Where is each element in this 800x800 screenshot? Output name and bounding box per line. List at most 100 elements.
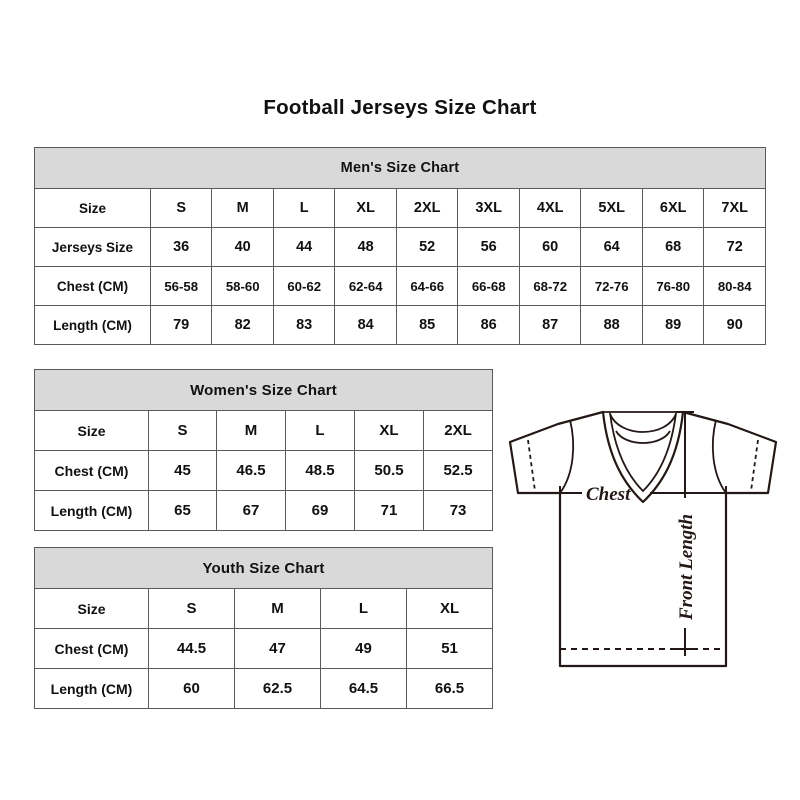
row-label-jerseys-size: Jerseys Size [34, 227, 151, 267]
table-cell: 52 [395, 227, 459, 267]
table-cell: 76-80 [641, 266, 705, 306]
row-label-length: Length (CM) [34, 668, 149, 709]
table-row: Chest (CM) 45 46.5 48.5 50.5 52.5 [34, 450, 494, 491]
table-cell: 87 [518, 305, 582, 345]
table-cell: 71 [354, 490, 424, 531]
table-cell: 82 [211, 305, 274, 345]
row-label-length: Length (CM) [34, 305, 151, 345]
row-label-chest: Chest (CM) [34, 266, 151, 306]
womens-chart-caption: Women's Size Chart [33, 369, 494, 411]
table-row: Length (CM) 79 82 83 84 85 86 87 88 89 9… [34, 305, 766, 345]
table-row: Length (CM) 60 62.5 64.5 66.5 [34, 668, 494, 709]
column-header-xl: XL [334, 188, 397, 228]
table-cell: 36 [149, 227, 213, 267]
table-cell: 86 [457, 305, 520, 345]
table-caption-row: Men's Size Chart [34, 147, 766, 189]
chest-label: Chest [586, 484, 631, 505]
table-cell: 62.5 [234, 668, 321, 709]
table-cell: 83 [272, 305, 336, 345]
column-header-m: M [211, 188, 274, 228]
jersey-measurement-diagram: Chest Front Length [498, 398, 788, 698]
column-header-size: Size [34, 188, 151, 228]
column-header-size: Size [34, 588, 149, 629]
right-cuff-seam [750, 439, 759, 492]
table-row: Jerseys Size 36 40 44 48 52 56 60 64 68 … [34, 227, 766, 267]
table-cell: 40 [211, 227, 274, 267]
column-header-l: L [272, 188, 336, 228]
table-cell: 44 [272, 227, 336, 267]
table-cell: 84 [334, 305, 397, 345]
column-header-s: S [149, 188, 213, 228]
table-cell: 60-62 [272, 266, 336, 306]
table-cell: 64.5 [320, 668, 407, 709]
table-cell: 46.5 [216, 450, 286, 491]
table-cell: 58-60 [211, 266, 274, 306]
womens-size-chart-table: Women's Size Chart Size S M L XL 2XL Che… [33, 369, 494, 531]
table-cell: 60 [148, 668, 235, 709]
column-header-s: S [148, 588, 235, 629]
column-header-size: Size [34, 410, 149, 451]
table-cell: 56 [457, 227, 520, 267]
table-cell: 66-68 [457, 266, 520, 306]
front-length-measure-group: Front Length [676, 411, 697, 656]
table-cell: 72-76 [580, 266, 643, 306]
mens-chart-caption: Men's Size Chart [34, 147, 766, 189]
table-cell: 56-58 [149, 266, 213, 306]
table-cell: 62-64 [334, 266, 397, 306]
column-header-xl: XL [405, 588, 494, 629]
table-caption-row: Women's Size Chart [33, 369, 494, 411]
youth-chart-caption: Youth Size Chart [33, 547, 494, 589]
table-cell: 67 [216, 490, 286, 531]
table-header-row: Size S M L XL [34, 588, 494, 629]
table-cell: 52.5 [422, 450, 494, 491]
column-header-6xl: 6XL [641, 188, 705, 228]
table-cell: 44.5 [148, 628, 235, 669]
table-cell: 80-84 [703, 266, 766, 306]
table-cell: 85 [395, 305, 459, 345]
column-header-l: L [320, 588, 407, 629]
table-cell: 50.5 [354, 450, 424, 491]
table-cell: 48.5 [285, 450, 355, 491]
table-cell: 48 [334, 227, 397, 267]
column-header-7xl: 7XL [703, 188, 766, 228]
table-cell: 64-66 [395, 266, 459, 306]
page-title: Football Jerseys Size Chart [263, 96, 537, 119]
column-header-2xl: 2XL [422, 410, 494, 451]
table-cell: 65 [148, 490, 217, 531]
column-header-xl: XL [354, 410, 424, 451]
chest-measure-group: Chest [559, 484, 727, 513]
table-header-row: Size S M L XL 2XL 3XL 4XL 5XL 6XL 7XL [34, 188, 766, 228]
table-cell: 49 [320, 628, 407, 669]
table-cell: 45 [148, 450, 217, 491]
table-caption-row: Youth Size Chart [33, 547, 494, 589]
table-cell: 89 [641, 305, 705, 345]
column-header-m: M [234, 588, 321, 629]
column-header-2xl: 2XL [395, 188, 459, 228]
column-header-l: L [285, 410, 355, 451]
youth-size-chart-table: Youth Size Chart Size S M L XL Chest (CM… [33, 547, 494, 709]
table-cell: 88 [580, 305, 643, 345]
table-cell: 73 [422, 490, 494, 531]
mens-size-chart-table: Men's Size Chart Size S M L XL 2XL 3XL 4… [34, 147, 766, 345]
table-cell: 64 [580, 227, 643, 267]
table-row: Length (CM) 65 67 69 71 73 [34, 490, 494, 531]
table-cell: 79 [149, 305, 213, 345]
left-cuff-seam [527, 439, 536, 492]
table-cell: 51 [405, 628, 494, 669]
table-cell: 68 [641, 227, 705, 267]
column-header-3xl: 3XL [457, 188, 520, 228]
table-row: Chest (CM) 56-58 58-60 60-62 62-64 64-66… [34, 266, 766, 306]
column-header-4xl: 4XL [518, 188, 582, 228]
row-label-chest: Chest (CM) [34, 450, 149, 491]
row-label-length: Length (CM) [34, 490, 149, 531]
column-header-m: M [216, 410, 286, 451]
table-cell: 66.5 [405, 668, 494, 709]
column-header-s: S [148, 410, 217, 451]
row-label-chest: Chest (CM) [34, 628, 149, 669]
front-length-label: Front Length [676, 514, 697, 621]
table-cell: 47 [234, 628, 321, 669]
column-header-5xl: 5XL [580, 188, 643, 228]
table-cell: 72 [703, 227, 766, 267]
table-row: Chest (CM) 44.5 47 49 51 [34, 628, 494, 669]
table-header-row: Size S M L XL 2XL [34, 410, 494, 451]
